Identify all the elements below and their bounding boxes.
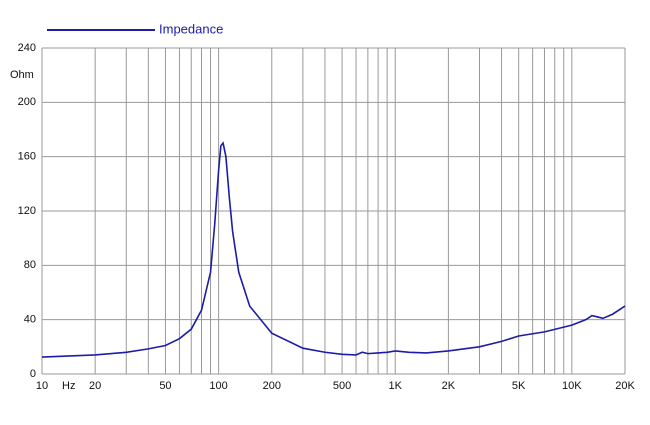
x-tick-label: 1K: [388, 380, 402, 392]
legend-label: Impedance: [159, 21, 223, 36]
impedance-line: [41, 141, 626, 358]
y-tick-label: 240: [18, 42, 36, 54]
x-tick-label: 20K: [615, 380, 635, 392]
y-tick-label: 160: [18, 151, 36, 163]
x-tick-label: 10K: [562, 380, 582, 392]
x-tick-label: 100: [209, 380, 227, 392]
x-tick-label: 5K: [512, 380, 526, 392]
x-tick-label: 20: [89, 380, 101, 392]
x-tick-label: 50: [159, 380, 171, 392]
y-tick-label: 80: [24, 259, 36, 271]
x-tick-label: 10: [36, 380, 48, 392]
x-axis-label: Hz: [62, 380, 75, 392]
x-tick-label: 2K: [442, 380, 456, 392]
y-tick-label: 120: [18, 205, 36, 217]
y-tick-label: 0: [30, 368, 36, 380]
x-tick-label: 200: [263, 380, 281, 392]
y-tick-label: 200: [18, 96, 36, 108]
y-axis-label: Ohm: [10, 69, 34, 81]
x-tick-label: 500: [333, 380, 351, 392]
y-tick-label: 40: [24, 314, 36, 326]
